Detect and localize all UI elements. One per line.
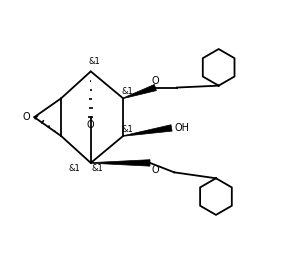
Polygon shape [123,125,172,136]
Text: &1: &1 [92,164,104,173]
Text: &1: &1 [121,125,133,134]
Text: O: O [87,120,94,130]
Text: O: O [22,112,30,122]
Text: &1: &1 [89,57,101,66]
Polygon shape [91,160,150,166]
Text: &1: &1 [69,164,80,173]
Text: &1: &1 [121,87,133,96]
Polygon shape [123,85,156,98]
Text: OH: OH [175,123,190,133]
Text: O: O [151,165,159,175]
Text: O: O [152,76,159,86]
